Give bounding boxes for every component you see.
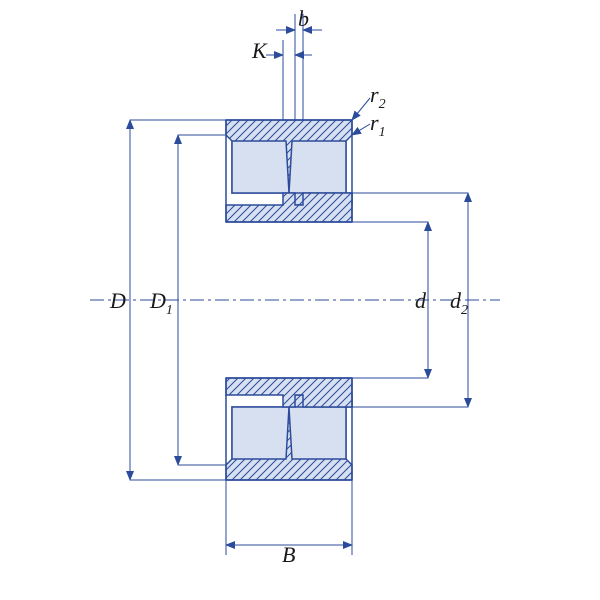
label-d2: d2 bbox=[450, 288, 468, 318]
roller-top-right bbox=[289, 141, 346, 193]
lower-half bbox=[226, 378, 352, 480]
labels: b Kr2r1 D D1 d d2 B bbox=[109, 6, 468, 567]
label-b: b bbox=[298, 6, 309, 31]
label-r2: r2 bbox=[370, 82, 386, 112]
upper-half bbox=[226, 14, 370, 222]
r1-leader bbox=[352, 124, 370, 135]
roller-bot-left bbox=[232, 407, 289, 459]
roller-bot-right bbox=[289, 407, 346, 459]
label-r1: r1 bbox=[370, 110, 386, 140]
label-d: d bbox=[415, 288, 427, 313]
inner-ring-top bbox=[226, 193, 352, 222]
label-D: D bbox=[109, 288, 126, 313]
label-D1: D1 bbox=[149, 288, 173, 318]
inner-ring-bot bbox=[226, 378, 352, 407]
roller-top-left bbox=[232, 141, 289, 193]
bearing-diagram: b Kr2r1 D D1 d d2 B bbox=[0, 0, 600, 600]
r2-leader bbox=[352, 98, 370, 120]
label-B: B bbox=[282, 542, 295, 567]
label-K: K bbox=[251, 38, 268, 63]
